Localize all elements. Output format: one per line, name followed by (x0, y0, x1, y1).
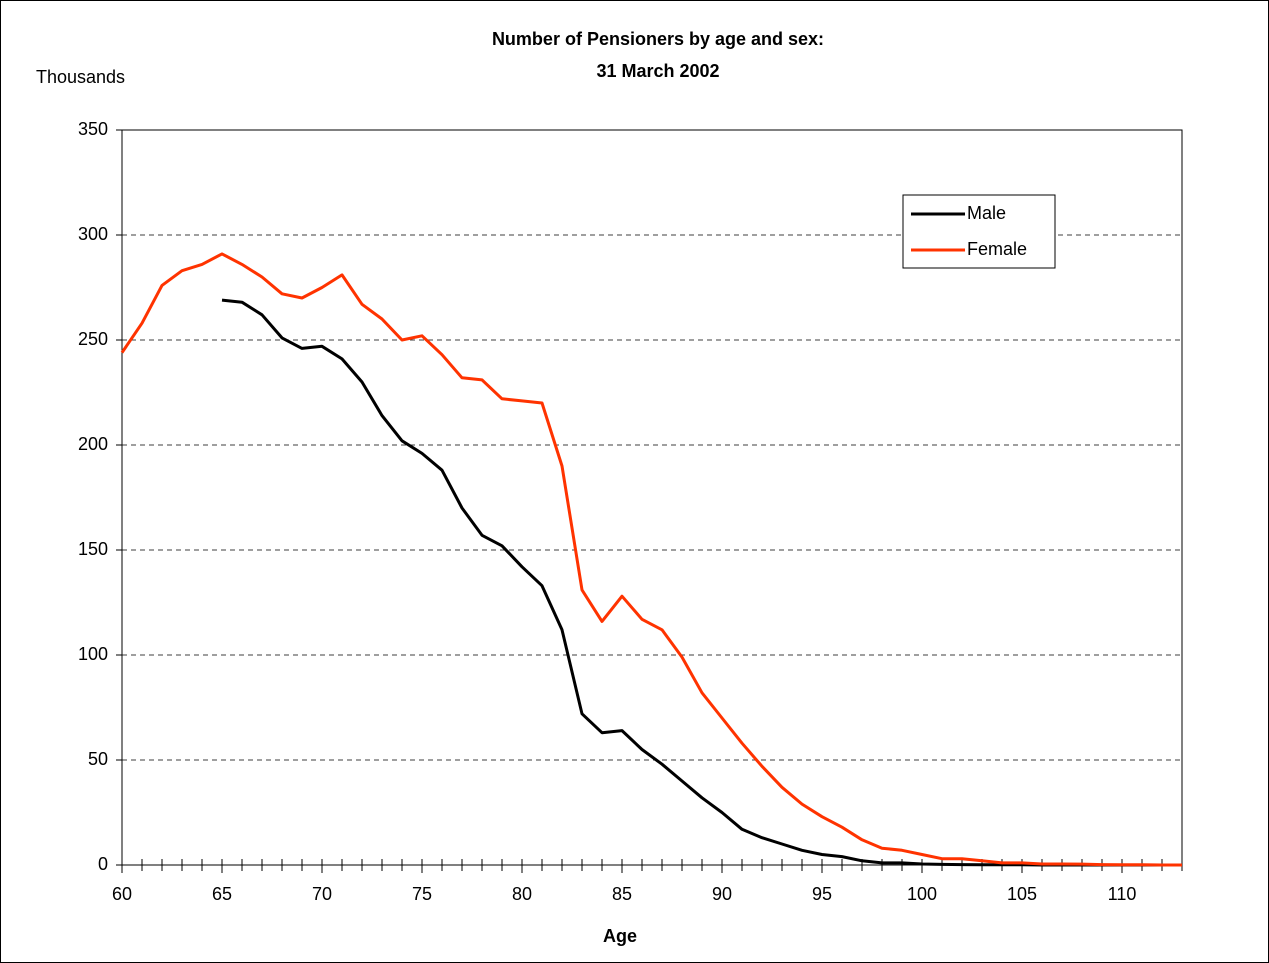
chart-title: Number of Pensioners by age and sex: (492, 29, 824, 49)
x-tick-label: 110 (1108, 884, 1137, 904)
x-tick-label: 80 (512, 884, 532, 904)
series-line (221, 298, 1182, 867)
x-tick-label: 105 (1007, 884, 1037, 904)
y-tick-label: 100 (78, 644, 108, 664)
series-line (120, 252, 1182, 867)
y-tick-label: 150 (78, 539, 108, 559)
legend-label: Female (967, 239, 1027, 259)
y-axis-label: Thousands (36, 67, 125, 87)
legend-box (902, 194, 1056, 269)
x-tick-label: 100 (907, 884, 937, 904)
y-tick-label: 0 (98, 854, 108, 874)
chart-subtitle: 31 March 2002 (596, 61, 719, 81)
x-tick-label: 70 (312, 884, 332, 904)
x-tick-label: 60 (112, 884, 132, 904)
x-tick-label: 75 (412, 884, 432, 904)
legend-label: Male (967, 203, 1006, 223)
y-tick-label: 250 (78, 329, 108, 349)
x-tick-label: 90 (712, 884, 732, 904)
x-tick-label: 85 (612, 884, 632, 904)
x-tick-label: 95 (812, 884, 832, 904)
x-tick-label: 65 (212, 884, 232, 904)
y-tick-label: 200 (78, 434, 108, 454)
y-tick-label: 50 (88, 749, 108, 769)
y-tick-label: 300 (78, 224, 108, 244)
x-axis-label: Age (603, 926, 637, 946)
y-tick-label: 350 (78, 119, 108, 139)
